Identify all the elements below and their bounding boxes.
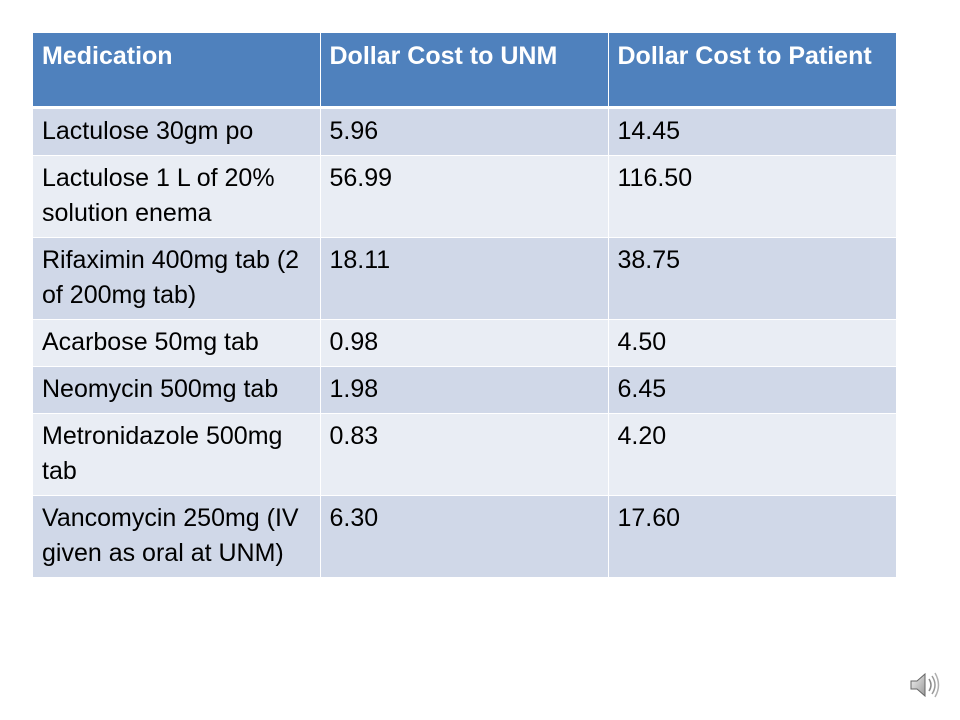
medication-cell: Lactulose 30gm po [33,107,321,156]
cost-patient-cell: 17.60 [608,495,896,578]
medication-cell: Neomycin 500mg tab [33,366,321,414]
cost-patient-cell: 4.50 [608,319,896,367]
header-medication: Medication [33,33,321,109]
medication-cost-table: Medication Dollar Cost to UNM Dollar Cos… [33,33,896,578]
table-row: Lactulose 1 L of 20% solution enema 56.9… [33,155,896,238]
medication-cell: Lactulose 1 L of 20% solution enema [33,155,321,238]
table-row: Acarbose 50mg tab 0.98 4.50 [33,319,896,367]
header-cost-unm: Dollar Cost to UNM [320,33,609,109]
table-row: Vancomycin 250mg (IV given as oral at UN… [33,495,896,578]
table-row: Rifaximin 400mg tab (2 of 200mg tab) 18.… [33,237,896,320]
header-cost-patient: Dollar Cost to Patient [608,33,896,109]
cost-unm-cell: 6.30 [320,495,609,578]
cost-unm-cell: 0.98 [320,319,609,367]
cost-patient-cell: 14.45 [608,107,896,156]
table-row: Metronidazole 500mg tab 0.83 4.20 [33,413,896,496]
table-header-row: Medication Dollar Cost to UNM Dollar Cos… [33,33,896,109]
cost-unm-cell: 0.83 [320,413,609,496]
speaker-icon[interactable] [908,668,942,702]
medication-cell: Acarbose 50mg tab [33,319,321,367]
medication-cell: Rifaximin 400mg tab (2 of 200mg tab) [33,237,321,320]
medication-cell: Vancomycin 250mg (IV given as oral at UN… [33,495,321,578]
cost-unm-cell: 56.99 [320,155,609,238]
table-row: Lactulose 30gm po 5.96 14.45 [33,107,896,156]
cost-patient-cell: 116.50 [608,155,896,238]
cost-unm-cell: 5.96 [320,107,609,156]
cost-patient-cell: 4.20 [608,413,896,496]
cost-unm-cell: 1.98 [320,366,609,414]
cost-unm-cell: 18.11 [320,237,609,320]
medication-cell: Metronidazole 500mg tab [33,413,321,496]
table-row: Neomycin 500mg tab 1.98 6.45 [33,366,896,414]
cost-patient-cell: 38.75 [608,237,896,320]
cost-patient-cell: 6.45 [608,366,896,414]
